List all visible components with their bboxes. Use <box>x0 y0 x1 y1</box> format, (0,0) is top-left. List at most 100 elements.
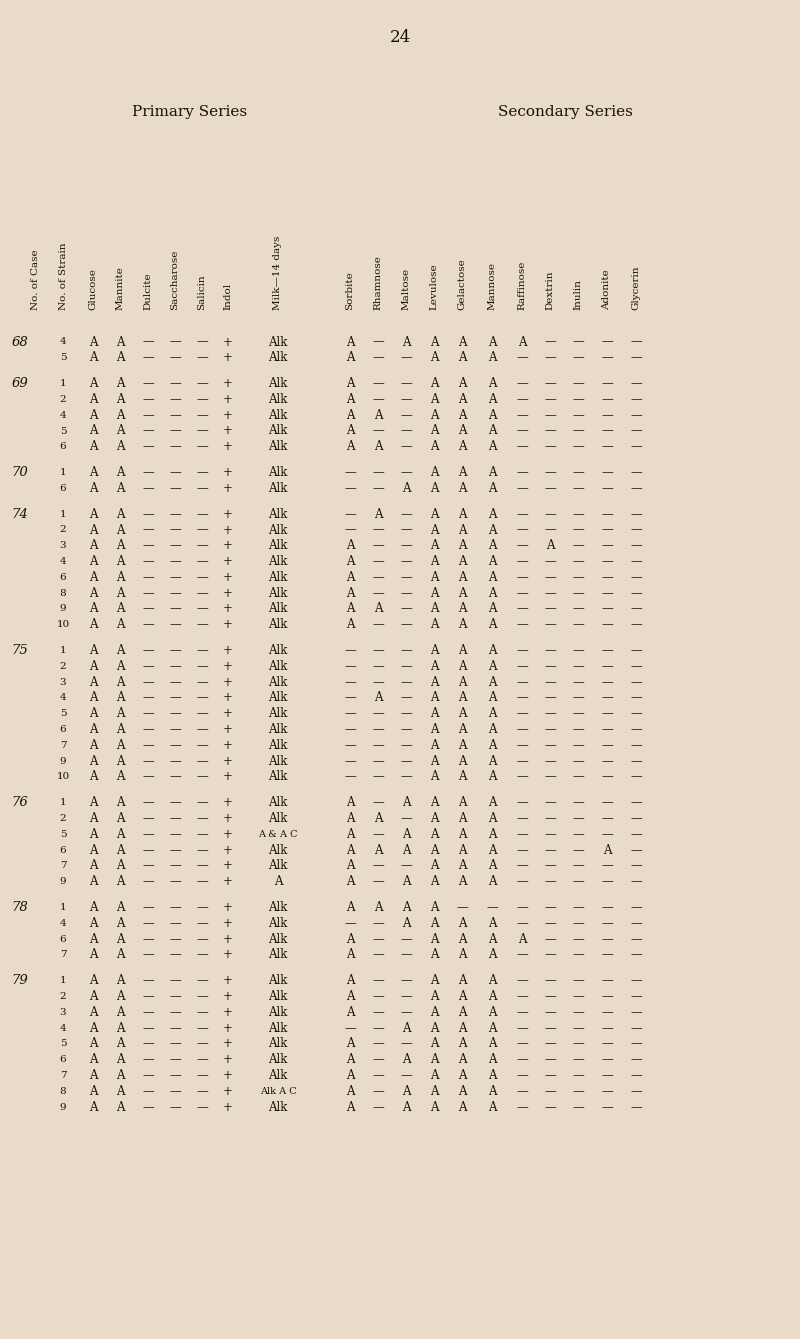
Text: —: — <box>344 644 356 657</box>
Text: A: A <box>430 876 438 888</box>
Text: —: — <box>372 351 384 364</box>
Text: —: — <box>169 811 181 825</box>
Text: A: A <box>488 408 496 422</box>
Text: A: A <box>430 723 438 736</box>
Text: —: — <box>601 351 613 364</box>
Text: —: — <box>544 811 556 825</box>
Text: Alk: Alk <box>268 739 288 753</box>
Text: A: A <box>374 844 382 857</box>
Text: —: — <box>601 660 613 674</box>
Text: Alk: Alk <box>268 676 288 688</box>
Text: A: A <box>402 876 410 888</box>
Text: —: — <box>601 828 613 841</box>
Text: A: A <box>89 948 98 961</box>
Text: A: A <box>430 424 438 438</box>
Text: —: — <box>630 1069 642 1082</box>
Text: +: + <box>223 770 233 783</box>
Text: A: A <box>89 1006 98 1019</box>
Text: —: — <box>142 336 154 348</box>
Text: —: — <box>630 975 642 987</box>
Text: A: A <box>488 860 496 873</box>
Text: —: — <box>601 739 613 753</box>
Text: —: — <box>400 660 412 674</box>
Text: —: — <box>516 975 528 987</box>
Text: A: A <box>116 540 124 552</box>
Text: A: A <box>430 540 438 552</box>
Text: —: — <box>544 860 556 873</box>
Text: A: A <box>89 524 98 537</box>
Text: +: + <box>223 378 233 390</box>
Text: +: + <box>223 482 233 495</box>
Text: —: — <box>572 1101 584 1114</box>
Text: —: — <box>630 755 642 767</box>
Text: —: — <box>372 1069 384 1082</box>
Text: A: A <box>89 876 98 888</box>
Text: —: — <box>142 540 154 552</box>
Text: 69: 69 <box>11 378 28 390</box>
Text: A: A <box>458 1054 466 1066</box>
Text: —: — <box>372 1022 384 1035</box>
Text: A: A <box>402 844 410 857</box>
Text: +: + <box>223 1069 233 1082</box>
Text: A: A <box>488 1085 496 1098</box>
Text: A: A <box>116 876 124 888</box>
Text: 10: 10 <box>56 773 70 782</box>
Text: —: — <box>344 1022 356 1035</box>
Text: —: — <box>400 556 412 568</box>
Text: —: — <box>572 739 584 753</box>
Text: A: A <box>458 351 466 364</box>
Text: +: + <box>223 424 233 438</box>
Text: —: — <box>516 556 528 568</box>
Text: —: — <box>601 556 613 568</box>
Text: —: — <box>516 1085 528 1098</box>
Text: —: — <box>372 739 384 753</box>
Text: —: — <box>630 586 642 600</box>
Text: —: — <box>372 917 384 929</box>
Text: A: A <box>89 739 98 753</box>
Text: A: A <box>430 524 438 537</box>
Text: A: A <box>488 1038 496 1051</box>
Text: A: A <box>488 441 496 454</box>
Text: —: — <box>196 570 208 584</box>
Text: A: A <box>89 860 98 873</box>
Text: A: A <box>116 676 124 688</box>
Text: Alk: Alk <box>268 507 288 521</box>
Text: —: — <box>400 392 412 406</box>
Text: Alk: Alk <box>268 990 288 1003</box>
Text: —: — <box>572 570 584 584</box>
Text: A: A <box>430 844 438 857</box>
Text: —: — <box>196 707 208 720</box>
Text: —: — <box>572 1085 584 1098</box>
Text: Mannite: Mannite <box>115 266 125 311</box>
Text: —: — <box>516 524 528 537</box>
Text: —: — <box>630 917 642 929</box>
Text: A: A <box>430 392 438 406</box>
Text: —: — <box>601 1038 613 1051</box>
Text: +: + <box>223 524 233 537</box>
Text: —: — <box>344 691 356 704</box>
Text: A: A <box>430 1054 438 1066</box>
Text: —: — <box>544 755 556 767</box>
Text: —: — <box>196 441 208 454</box>
Text: —: — <box>630 466 642 479</box>
Text: —: — <box>630 1054 642 1066</box>
Text: A: A <box>116 739 124 753</box>
Text: A: A <box>430 619 438 631</box>
Text: A: A <box>89 586 98 600</box>
Text: —: — <box>169 351 181 364</box>
Text: —: — <box>372 770 384 783</box>
Text: A: A <box>346 948 354 961</box>
Text: —: — <box>344 482 356 495</box>
Text: —: — <box>516 739 528 753</box>
Text: —: — <box>630 676 642 688</box>
Text: —: — <box>142 524 154 537</box>
Text: A: A <box>116 933 124 945</box>
Text: +: + <box>223 990 233 1003</box>
Text: —: — <box>142 603 154 616</box>
Text: —: — <box>372 1006 384 1019</box>
Text: Alk: Alk <box>268 336 288 348</box>
Text: A: A <box>116 466 124 479</box>
Text: —: — <box>516 691 528 704</box>
Text: —: — <box>142 378 154 390</box>
Text: A: A <box>346 975 354 987</box>
